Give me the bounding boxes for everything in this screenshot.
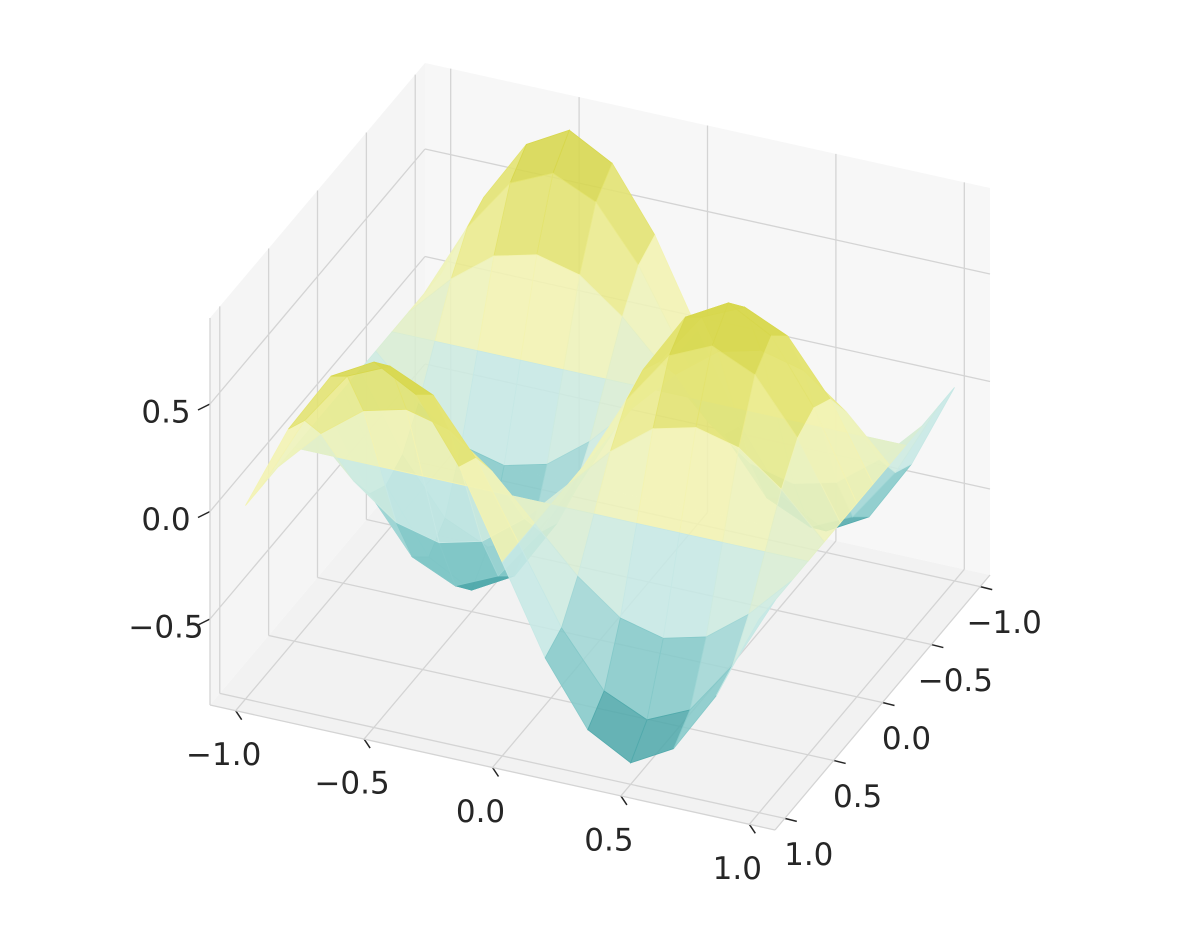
z-tick-label: 0.0 bbox=[141, 502, 190, 538]
y-tick-label: 0.0 bbox=[882, 721, 931, 757]
y-tick bbox=[833, 759, 846, 765]
x-tick bbox=[491, 767, 500, 777]
x-tick-label: 0.0 bbox=[456, 794, 505, 830]
grid-line bbox=[219, 692, 785, 820]
y-tick bbox=[931, 643, 944, 649]
x-tick-label: −0.5 bbox=[314, 766, 389, 802]
y-tick bbox=[980, 585, 993, 591]
grid-line bbox=[268, 634, 834, 762]
y-tick-label: 0.5 bbox=[833, 779, 882, 815]
surface-patch bbox=[715, 599, 776, 696]
y-tick bbox=[784, 817, 797, 823]
y-tick-label: 1.0 bbox=[784, 837, 833, 873]
z-tick bbox=[197, 403, 211, 411]
y-tick-label: −1.0 bbox=[967, 605, 1042, 641]
x-tick bbox=[235, 710, 243, 721]
y-tick bbox=[882, 701, 895, 707]
y-axis-line bbox=[774, 574, 991, 831]
z-tick-label: −0.5 bbox=[128, 610, 203, 646]
z-tick bbox=[197, 510, 211, 519]
y-tick-label: −0.5 bbox=[918, 663, 993, 699]
grid-line bbox=[209, 256, 426, 512]
z-tick bbox=[197, 618, 211, 626]
x-tick-label: 0.5 bbox=[584, 822, 633, 858]
z-tick-label: 0.5 bbox=[141, 395, 190, 431]
x-tick bbox=[363, 738, 371, 749]
x-tick-label: 1.0 bbox=[713, 851, 762, 887]
grid-line bbox=[209, 148, 426, 405]
x-tick bbox=[620, 795, 628, 806]
x-tick-label: −1.0 bbox=[186, 737, 261, 773]
x-axis-line bbox=[209, 704, 776, 831]
x-tick bbox=[748, 823, 756, 834]
